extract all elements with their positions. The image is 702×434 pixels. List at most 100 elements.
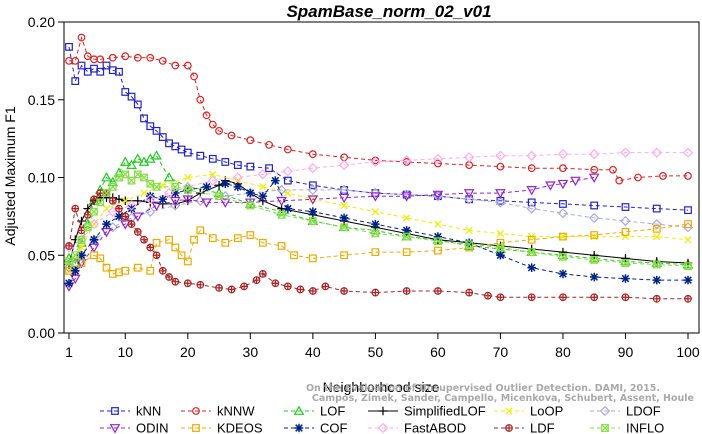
data-point: [190, 72, 198, 81]
axes-layer: 0.00 0.05 0.10 0.15 0.20 1 10 20 30 40 50 60 70 80 90 1…: [28, 14, 700, 360]
data-point: [265, 140, 273, 149]
data-point: [340, 186, 349, 194]
data-point: [151, 150, 162, 160]
x-tick-label: 40: [305, 344, 321, 360]
data-point: [609, 165, 617, 174]
legend-item-cof: COF: [284, 421, 348, 434]
data-point: [65, 257, 73, 266]
data-point: [340, 223, 348, 231]
data-point: [259, 183, 267, 191]
data-point: [190, 235, 198, 244]
y-tick-label: 0.10: [28, 170, 55, 186]
data-point: [108, 196, 117, 205]
data-point: [496, 162, 505, 171]
data-point: [182, 181, 193, 192]
data-point: [71, 251, 80, 260]
data-point: [96, 198, 104, 207]
data-point: [496, 243, 505, 252]
data-point: [90, 207, 98, 216]
data-point: [77, 235, 86, 244]
x-tick-label: 90: [618, 344, 634, 360]
data-point: [115, 205, 123, 212]
data-point: [403, 287, 410, 295]
series-layer: [63, 33, 694, 303]
data-point: [496, 229, 505, 238]
y-tick-label: 0.05: [28, 247, 55, 263]
data-point: [527, 293, 536, 302]
data-point: [496, 250, 505, 260]
data-point: [433, 159, 442, 168]
y-tick-label: 0.00: [28, 325, 55, 341]
data-point: [171, 182, 180, 191]
data-point: [246, 188, 255, 198]
data-point: [126, 200, 137, 211]
data-point: [497, 293, 504, 301]
data-point: [109, 424, 121, 434]
data-point: [433, 232, 443, 241]
data-point: [282, 166, 293, 177]
data-point: [227, 131, 236, 140]
data-point: [121, 266, 130, 275]
data-point: [684, 206, 692, 215]
data-point: [620, 147, 631, 158]
data-point: [102, 219, 111, 229]
data-point: [121, 212, 130, 221]
data-point: [102, 189, 111, 197]
data-point: [78, 227, 85, 234]
data-point: [402, 232, 411, 241]
data-point: [283, 176, 292, 185]
data-point: [77, 33, 86, 42]
watermark-citation: Campos, Zimek, Sander, Campello, Micenko…: [312, 393, 694, 404]
x-tick-label: 10: [117, 344, 133, 360]
data-point: [90, 195, 98, 203]
legend-item-ldf: LDF: [494, 421, 555, 434]
data-point: [65, 242, 73, 250]
data-point: [119, 156, 131, 166]
legend-label: LOF: [320, 404, 345, 419]
data-point: [121, 88, 130, 96]
data-point: [183, 61, 192, 70]
data-point: [171, 183, 180, 191]
data-point: [71, 77, 80, 85]
data-point: [90, 207, 98, 216]
data-point: [171, 243, 180, 252]
data-point: [465, 240, 474, 249]
data-point: [108, 182, 117, 191]
x-axis-label: Neighborhood size: [323, 379, 440, 395]
data-point: [70, 266, 80, 276]
data-point: [621, 232, 630, 241]
x-tick-label: 60: [430, 344, 446, 360]
data-point: [177, 251, 186, 260]
x-tick-label: 70: [493, 344, 509, 360]
data-point: [621, 228, 630, 236]
data-point: [653, 232, 661, 241]
data-point: [171, 278, 179, 285]
data-point: [121, 170, 130, 179]
data-point: [465, 288, 474, 297]
data-point: [84, 211, 92, 219]
data-point: [145, 191, 155, 201]
legend-item-lof: LOF: [284, 404, 345, 419]
data-point: [683, 275, 693, 285]
data-point: [215, 192, 223, 200]
data-point: [652, 260, 661, 269]
data-point: [559, 293, 567, 302]
data-point: [202, 111, 211, 120]
data-point: [219, 198, 231, 208]
data-point: [620, 215, 631, 227]
data-point: [290, 251, 298, 260]
data-point: [277, 210, 286, 219]
data-point: [559, 200, 567, 208]
data-point: [307, 184, 318, 196]
data-point: [107, 222, 118, 233]
data-point: [402, 214, 411, 222]
data-point: [464, 238, 474, 248]
data-point: [146, 266, 155, 275]
data-point: [258, 238, 267, 247]
x-tick-label: 1: [65, 344, 73, 360]
data-point: [371, 219, 380, 229]
data-point: [209, 170, 217, 179]
data-point: [684, 235, 692, 244]
